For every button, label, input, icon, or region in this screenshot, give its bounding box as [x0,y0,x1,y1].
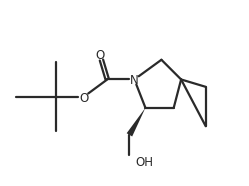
Polygon shape [127,108,145,137]
Text: O: O [95,49,105,62]
Text: N: N [130,74,139,87]
Text: OH: OH [135,156,154,169]
Text: O: O [79,92,88,105]
